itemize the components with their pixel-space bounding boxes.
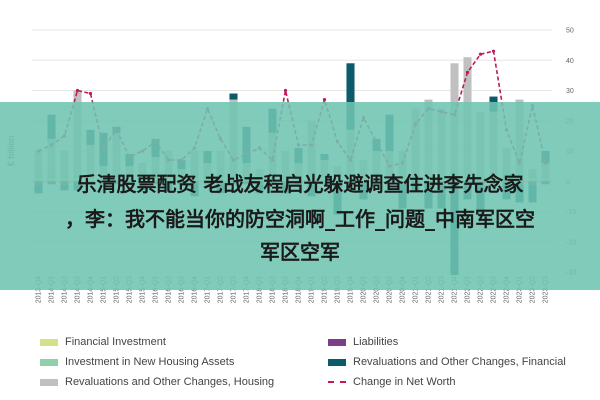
net-worth-point [465,70,470,74]
legend-swatch-reval-housing [40,378,58,386]
legend-item-liabilities: Liabilities [328,336,398,348]
net-worth-point [75,88,80,93]
legend-swatch-liabilities [328,338,346,346]
legend-label-financial-investment: Financial Investment [65,336,166,348]
legend-item-financial-investment: Financial Investment [40,336,166,348]
legend-label-net-worth: Change in Net Worth [353,376,456,388]
legend-label-liabilities: Liabilities [353,336,399,348]
overlay-headline-line-3: 军区空军 [260,240,340,264]
legend-swatch-financial-investment [40,338,58,346]
net-worth-point [491,49,496,53]
legend-label-reval-housing: Revaluations and Other Changes, Housing [65,376,275,388]
legend-swatch-new-housing [40,358,58,366]
y-tick-label: 30 [566,88,574,95]
net-worth-point [322,97,327,102]
legend-item-net-worth: Change in Net Worth [328,376,456,388]
net-worth-point [88,91,93,96]
legend-swatch-reval-financial [328,358,346,366]
y-tick-label: 40 [566,58,574,65]
overlay-headline-line-1: 乐清股票配资 老战友程启光躲避调查住进李先念家 [76,172,524,196]
legend-item-reval-financial: Revaluations and Other Changes, Financia… [328,356,566,368]
text-overlay-banner [0,102,600,290]
legend-item-reval-housing: Revaluations and Other Changes, Housing [40,376,274,388]
y-tick-label: 50 [566,28,574,35]
legend-label-new-housing: Investment in New Housing Assets [65,356,235,368]
legend-label-reval-financial: Revaluations and Other Changes, Financia… [353,356,566,368]
bar-segment [229,93,238,100]
net-worth-point [283,88,288,93]
legend-item-new-housing: Investment in New Housing Assets [40,356,234,368]
chart-legend: Financial Investment Liabilities Investm… [0,330,600,400]
net-worth-point [478,52,483,56]
bar-segment [346,63,355,130]
legend-swatch-net-worth [328,381,346,383]
overlay-headline-line-2: ，李：我不能当你的防空洞啊_工作_问题_中南军区空 [65,207,535,231]
